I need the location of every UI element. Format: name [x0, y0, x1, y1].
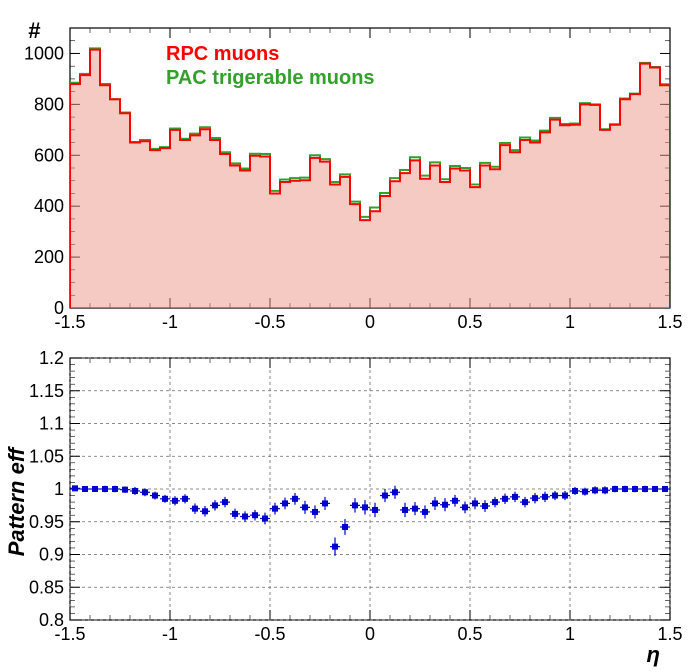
svg-text:600: 600 [34, 145, 64, 165]
svg-text:400: 400 [34, 196, 64, 216]
svg-text:800: 800 [34, 94, 64, 114]
svg-text:1.05: 1.05 [29, 446, 64, 466]
svg-text:-1: -1 [162, 312, 178, 332]
svg-text:1000: 1000 [24, 43, 64, 63]
svg-text:0.85: 0.85 [29, 577, 64, 597]
figure-svg: -1.5-1-0.500.511.502004006008001000#RPC … [0, 0, 696, 672]
svg-text:1.5: 1.5 [657, 624, 682, 644]
svg-text:1.1: 1.1 [39, 414, 64, 434]
svg-text:η: η [647, 642, 660, 667]
svg-text:#: # [28, 18, 41, 43]
svg-text:-1: -1 [162, 624, 178, 644]
svg-text:-0.5: -0.5 [254, 624, 285, 644]
svg-text:1: 1 [54, 479, 64, 499]
svg-text:RPC muons: RPC muons [166, 43, 279, 65]
svg-text:0.9: 0.9 [39, 545, 64, 565]
svg-text:0.5: 0.5 [457, 312, 482, 332]
svg-text:1.2: 1.2 [39, 348, 64, 368]
svg-text:0: 0 [365, 312, 375, 332]
svg-text:200: 200 [34, 247, 64, 267]
svg-text:0: 0 [54, 298, 64, 318]
svg-text:0.5: 0.5 [457, 624, 482, 644]
svg-text:1.15: 1.15 [29, 381, 64, 401]
svg-text:1: 1 [565, 312, 575, 332]
svg-text:0.8: 0.8 [39, 610, 64, 630]
figure-container: -1.5-1-0.500.511.502004006008001000#RPC … [0, 0, 696, 672]
svg-text:-0.5: -0.5 [254, 312, 285, 332]
svg-text:Pattern eff: Pattern eff [4, 445, 29, 556]
svg-text:0.95: 0.95 [29, 512, 64, 532]
svg-text:PAC trigerable muons: PAC trigerable muons [166, 67, 375, 89]
svg-text:1: 1 [565, 624, 575, 644]
svg-text:1.5: 1.5 [657, 312, 682, 332]
svg-text:0: 0 [365, 624, 375, 644]
